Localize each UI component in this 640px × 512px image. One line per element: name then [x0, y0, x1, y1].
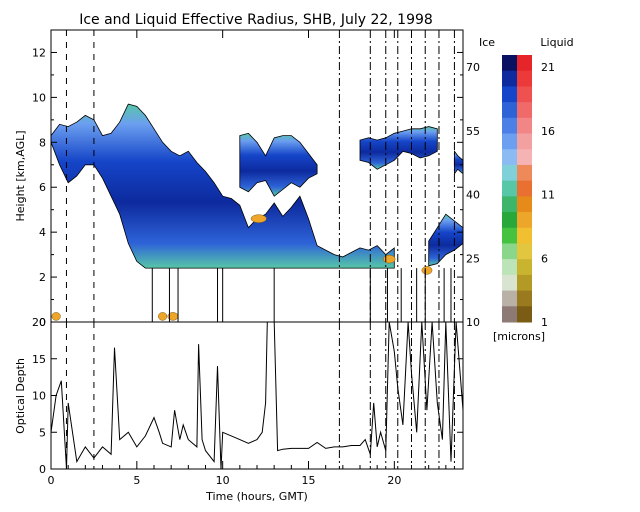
ice-colorbar-swatch	[502, 133, 517, 150]
ice-colorbar-swatch	[502, 149, 517, 166]
chart-title: Ice and Liquid Effective Radius, SHB, Ju…	[79, 12, 433, 28]
liquid-colorbar-swatch	[517, 70, 532, 87]
ice-cloud-layer	[239, 132, 318, 197]
time-tick-label: 0	[48, 474, 55, 487]
time-tick-label: 5	[133, 474, 140, 487]
ice-cloud-layer	[454, 150, 464, 175]
ice-colorbar-swatch	[502, 274, 517, 292]
time-axis-label: Time (hours, GMT)	[205, 490, 308, 503]
liquid-colorbar-swatch	[517, 117, 532, 135]
ice-cloud-layer	[428, 213, 464, 267]
liquid-colorbar-swatch	[517, 164, 532, 182]
liquid-colorbar-tick-label: 1	[541, 316, 548, 329]
ice-colorbar-swatch	[502, 102, 517, 119]
ice-colorbar-swatch	[502, 117, 517, 135]
height-tick-label: 10	[32, 91, 46, 104]
height-tick-label: 12	[32, 46, 46, 59]
ice-colorbar-swatch	[502, 180, 517, 197]
radius-panel: Ice and Liquid Effective Radius, SHB, Ju…	[14, 12, 464, 329]
ice-colorbar-swatch	[502, 227, 517, 244]
height-axis-label: Height [km,AGL]	[14, 130, 27, 221]
optical-depth-tick-label: 0	[39, 463, 46, 476]
ice-colorbar-tick-label: 25	[466, 252, 480, 265]
liquid-colorbar-swatch	[517, 290, 532, 307]
height-tick-label: 6	[39, 181, 46, 194]
liquid-colorbar-swatch	[517, 149, 532, 166]
liquid-colorbar-swatch	[517, 306, 532, 323]
liquid-colorbar-swatch	[517, 133, 532, 150]
ice-cloud-layer	[359, 126, 438, 170]
ice-colorbar-swatch	[502, 243, 517, 260]
liquid-colorbar-tick-label: 6	[541, 252, 548, 265]
optical-depth-series-line	[50, 321, 464, 470]
optical-depth-axis-ticks: 0 5 10 15 20	[32, 316, 463, 476]
liquid-colorbar-swatch	[517, 212, 532, 229]
time-tick-label: 15	[302, 474, 316, 487]
ice-cloud-layers	[50, 103, 464, 269]
liquid-colorbar-swatch	[517, 227, 532, 244]
height-axis-ticks: 0 2 4 6 8 10 12	[32, 29, 463, 329]
colorbar-units: [microns]	[493, 330, 545, 343]
time-tick-label: 10	[216, 474, 230, 487]
height-tick-label: 0	[39, 316, 46, 329]
ice-colorbar-tick-label: 70	[466, 61, 480, 74]
height-tick-label: 4	[39, 226, 46, 239]
ice-colorbar-tick-label: 40	[466, 189, 480, 202]
height-tick-label: 2	[39, 271, 46, 284]
colorbar-swatches	[502, 55, 532, 323]
ice-colorbar-tick-label: 55	[466, 125, 480, 138]
liquid-cloud-patch	[51, 312, 61, 321]
liquid-colorbar-label: Liquid	[540, 36, 573, 49]
ice-colorbar-swatch	[502, 290, 517, 307]
liquid-colorbar-swatch	[517, 274, 532, 292]
liquid-colorbar-swatch	[517, 102, 532, 119]
time-marker-lines	[65, 30, 455, 322]
liquid-cloud-patch	[250, 214, 267, 223]
cloud-base-lines	[151, 268, 452, 322]
liquid-cloud-patch	[421, 266, 433, 275]
optical-depth-tick-label: 20	[32, 316, 46, 329]
ice-colorbar-tick-label: 10	[466, 316, 480, 329]
ice-colorbar-swatch	[502, 86, 517, 103]
liquid-colorbar-swatch	[517, 55, 532, 72]
colorbar: Ice Liquid 70 21 55 16 40 11 25 6 10 1 [microns]	[466, 36, 574, 343]
time-axis-ticks: 0 5 10 15 20	[48, 30, 447, 487]
ice-colorbar-swatch	[502, 259, 517, 276]
liquid-cloud-patch	[158, 312, 168, 321]
ice-colorbar-label: Ice	[479, 36, 495, 49]
ice-colorbar-swatch	[502, 70, 517, 87]
liquid-cloud-patch	[382, 254, 396, 264]
liquid-colorbar-swatch	[517, 86, 532, 103]
ice-colorbar-swatch	[502, 55, 517, 72]
ice-colorbar-swatch	[502, 164, 517, 182]
time-tick-label: 20	[387, 474, 401, 487]
colorbar-ticks: 70 21 55 16 40 11 25 6 10 1	[466, 61, 555, 329]
optical-depth-axis-label: Optical Depth	[14, 358, 27, 434]
ice-colorbar-swatch	[502, 212, 517, 229]
height-tick-label: 8	[39, 136, 46, 149]
optical-depth-time-markers	[65, 322, 455, 469]
optical-depth-tick-label: 10	[32, 390, 46, 403]
ice-cloud-layer	[50, 103, 395, 269]
ice-colorbar-swatch	[502, 306, 517, 323]
liquid-colorbar-swatch	[517, 243, 532, 260]
ice-colorbar-swatch	[502, 196, 517, 213]
liquid-colorbar-tick-label: 11	[541, 189, 555, 202]
optical-depth-tick-label: 15	[32, 353, 46, 366]
optical-depth-tick-label: 5	[39, 426, 46, 439]
liquid-colorbar-tick-label: 16	[541, 125, 555, 138]
liquid-colorbar-swatch	[517, 180, 532, 197]
liquid-colorbar-swatch	[517, 259, 532, 276]
liquid-colorbar-swatch	[517, 196, 532, 213]
liquid-colorbar-tick-label: 21	[541, 61, 555, 74]
